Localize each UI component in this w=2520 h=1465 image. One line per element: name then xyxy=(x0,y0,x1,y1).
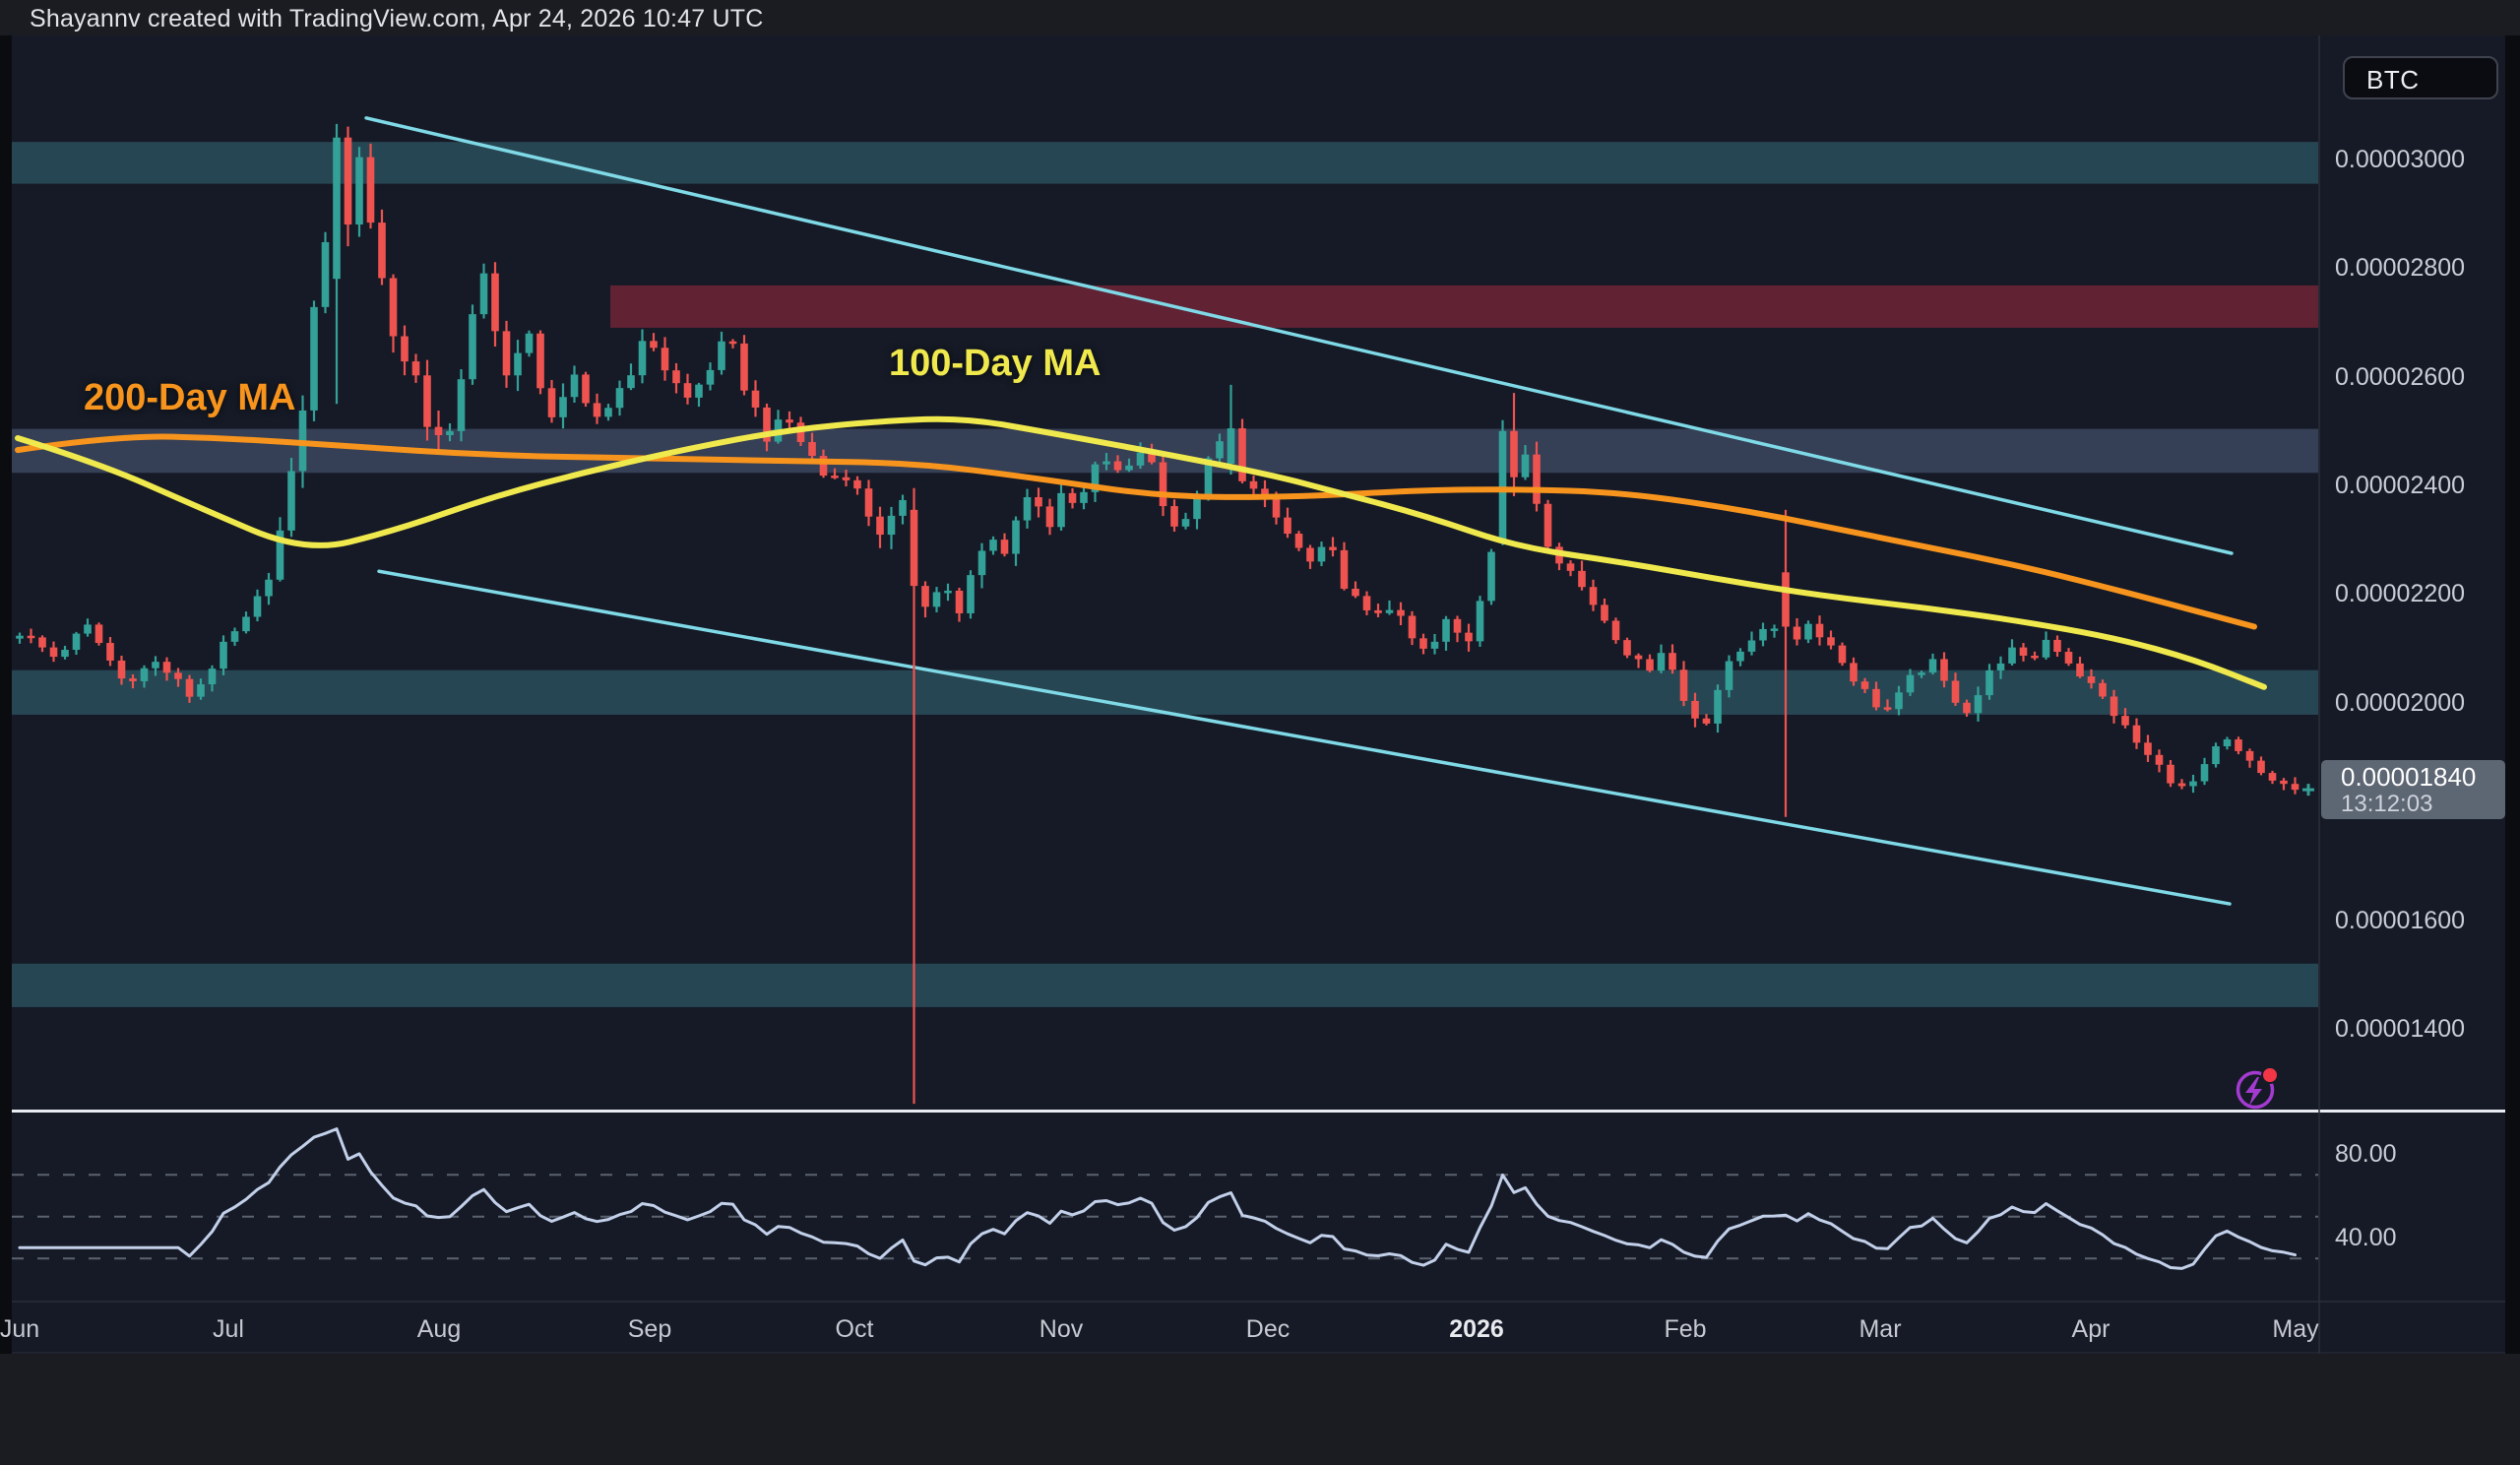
rsi-pane[interactable] xyxy=(12,1127,2318,1270)
descending-channel-lower xyxy=(377,569,2232,906)
time-tick-Aug: Aug xyxy=(416,1315,462,1343)
lightning-bolt-icon xyxy=(2245,1077,2262,1106)
top-bar: Shayannv created with TradingView.com, A… xyxy=(0,0,2520,35)
footer-bar: TradingView xyxy=(0,1354,2520,1465)
ma-100-line xyxy=(15,415,2267,690)
time-tick-Mar: Mar xyxy=(1858,1315,1902,1343)
candlestick-series xyxy=(16,123,2300,1105)
rsi-line xyxy=(18,1127,2297,1270)
notification-dot xyxy=(2263,1068,2277,1082)
price-tick-0.00002000: 0.00002000 xyxy=(2335,688,2466,717)
bar-countdown: 13:12:03 xyxy=(2341,791,2433,818)
rsi-tick-40.00: 40.00 xyxy=(2335,1224,2397,1251)
ma-200-line xyxy=(15,433,2257,630)
price-tick-0.00002600: 0.00002600 xyxy=(2335,362,2466,391)
symbol-button[interactable]: BTC xyxy=(2343,56,2498,99)
time-tick-Sep: Sep xyxy=(627,1315,672,1343)
current-price-label: 0.00001840 13:12:03 xyxy=(2321,760,2505,820)
lightning-icon[interactable] xyxy=(2231,1062,2282,1114)
time-tick-Feb: Feb xyxy=(1664,1315,1707,1343)
attribution-text: Shayannv created with TradingView.com, A… xyxy=(30,5,764,32)
time-tick-Nov: Nov xyxy=(1039,1315,1084,1343)
resistance-zone-upper xyxy=(12,142,2318,184)
price-tick-0.00001400: 0.00001400 xyxy=(2335,1015,2466,1043)
time-tick-Jul: Jul xyxy=(213,1315,244,1343)
descending-channel-upper xyxy=(364,116,2234,555)
time-tick-Apr: Apr xyxy=(2071,1315,2110,1343)
time-tick-Oct: Oct xyxy=(835,1315,874,1343)
support-zone-lower xyxy=(12,963,2318,1007)
price-tick-0.00002400: 0.00002400 xyxy=(2335,472,2466,499)
supply-zone-red xyxy=(610,285,2318,328)
ma200-label: 200-Day MA xyxy=(84,377,296,418)
price-tick-0.00003000: 0.00003000 xyxy=(2335,145,2466,173)
price-pane[interactable] xyxy=(12,116,2318,1105)
price-tick-0.00001600: 0.00001600 xyxy=(2335,906,2466,934)
time-tick-Dec: Dec xyxy=(1245,1315,1291,1343)
rsi-tick-80.00: 80.00 xyxy=(2335,1140,2397,1168)
ma100-label: 100-Day MA xyxy=(889,343,1102,384)
price-tick-0.00002800: 0.00002800 xyxy=(2335,254,2466,283)
time-tick-Jun: Jun xyxy=(0,1315,40,1343)
chart-background xyxy=(12,35,2505,1354)
time-tick-2026: 2026 xyxy=(1449,1315,1504,1343)
support-zone-mid xyxy=(12,669,2318,715)
price-tick-0.00002200: 0.00002200 xyxy=(2335,580,2466,608)
time-tick-May: May xyxy=(2272,1315,2319,1343)
current-price-value: 0.00001840 xyxy=(2341,762,2477,793)
lightning-circle xyxy=(2236,1070,2275,1110)
